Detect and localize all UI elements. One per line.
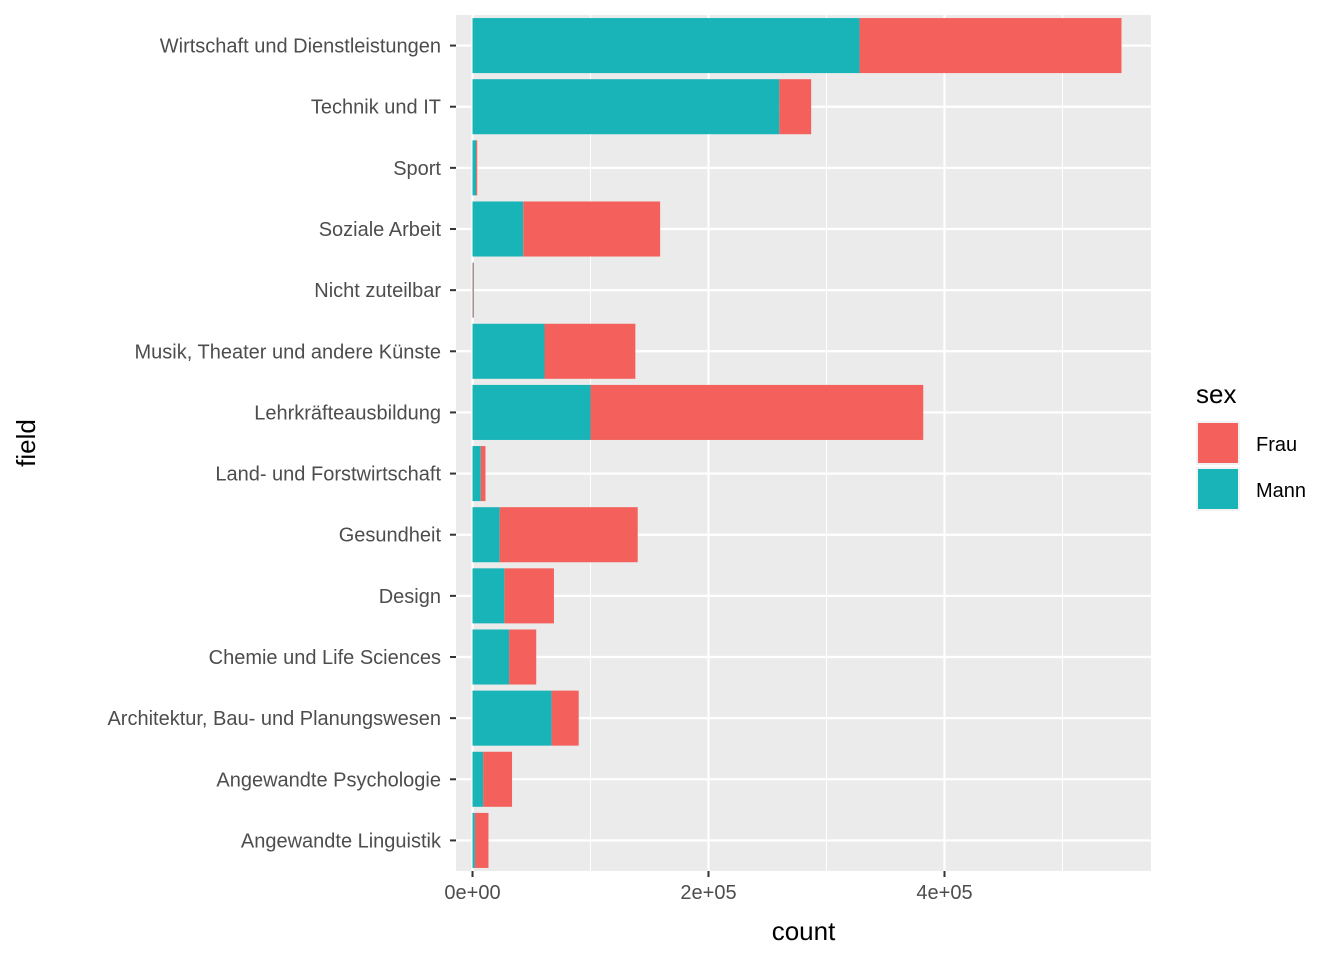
bar-mann xyxy=(472,262,474,318)
y-axis: Angewandte Linguistik Angewandte Psycholo… xyxy=(107,36,456,852)
bar-mann xyxy=(472,812,475,868)
legend-key-frau xyxy=(1198,423,1238,463)
x-axis-title: count xyxy=(772,916,836,946)
bar-mann xyxy=(472,201,524,257)
bar-frau xyxy=(590,384,924,440)
bar-frau xyxy=(779,79,812,135)
x-axis: 0e+00 2e+05 4e+05 xyxy=(444,871,973,904)
bar-frau xyxy=(544,323,636,379)
y-tick-label: Wirtschaft und Dienstleistungen xyxy=(160,36,441,58)
y-tick-label: Land- und Forstwirtschaft xyxy=(215,464,441,486)
y-tick-label: Soziale Arbeit xyxy=(319,219,442,241)
bar-frau xyxy=(859,18,1122,74)
bar-frau xyxy=(551,690,579,746)
bar-frau xyxy=(480,446,486,502)
bar-mann xyxy=(472,751,484,807)
bar-frau xyxy=(504,568,554,624)
legend-title: sex xyxy=(1196,379,1236,409)
bar-mann xyxy=(472,140,477,196)
bar-frau xyxy=(473,262,474,318)
y-tick-label: Nicht zuteilbar xyxy=(314,280,441,302)
minor-gridlines xyxy=(590,15,1064,871)
bar-mann xyxy=(472,568,505,624)
bar-mann xyxy=(472,629,510,685)
legend-label-frau: Frau xyxy=(1256,434,1297,456)
bar-frau xyxy=(483,751,513,807)
bar-mann xyxy=(472,323,545,379)
legend: sex Frau Mann xyxy=(1196,379,1306,511)
y-tick-label: Musik, Theater und andere Künste xyxy=(135,341,441,363)
legend-label-mann: Mann xyxy=(1256,480,1306,502)
x-tick-label: 4e+05 xyxy=(916,882,972,904)
bar-mann xyxy=(472,79,780,135)
y-tick-label: Gesundheit xyxy=(339,525,442,547)
bar-mann xyxy=(472,690,552,746)
y-axis-title: field xyxy=(11,419,41,467)
bar-mann xyxy=(472,384,591,440)
x-tick-label: 2e+05 xyxy=(680,882,736,904)
y-tick-label: Sport xyxy=(393,158,441,180)
bar-frau xyxy=(523,201,661,257)
y-tick-label: Design xyxy=(379,586,441,608)
bars xyxy=(472,18,1122,868)
bar-frau xyxy=(474,812,489,868)
x-tick-label: 0e+00 xyxy=(444,882,500,904)
bar-mann xyxy=(472,446,481,502)
legend-key-mann xyxy=(1198,469,1238,509)
bar-mann xyxy=(472,18,860,74)
bar-frau xyxy=(509,629,537,685)
y-tick-label: Lehrkräfteausbildung xyxy=(254,402,441,424)
y-tick-label: Angewandte Linguistik xyxy=(241,830,442,852)
bar-frau xyxy=(476,140,478,196)
bar-frau xyxy=(499,507,638,563)
bar-mann xyxy=(472,507,500,563)
y-tick-label: Angewandte Psychologie xyxy=(216,769,441,791)
y-tick-label: Technik und IT xyxy=(311,97,441,119)
y-tick-label: Architektur, Bau- und Planungswesen xyxy=(107,708,441,730)
y-tick-label: Chemie und Life Sciences xyxy=(209,647,441,669)
